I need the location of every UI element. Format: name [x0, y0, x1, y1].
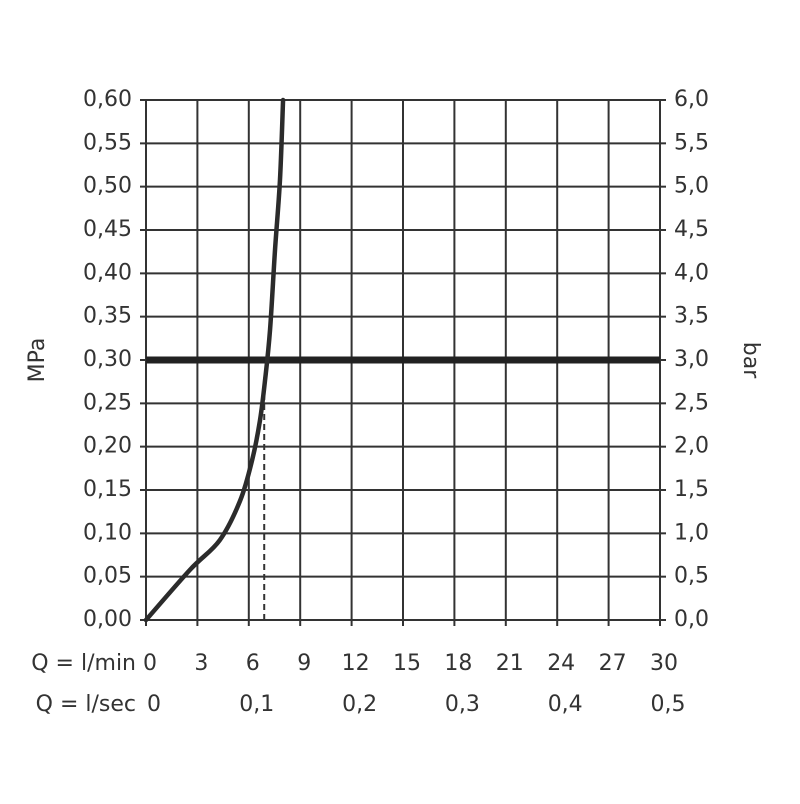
- curve: [143, 97, 286, 623]
- x2-tick-label: 0,5: [651, 692, 686, 717]
- x-tick-label: 18: [444, 651, 472, 676]
- y2-tick-label: 3,0: [674, 347, 709, 372]
- x2-tick-label: 0,1: [239, 692, 274, 717]
- y2-tick-label: 2,5: [674, 390, 709, 415]
- y2-tick-label: 5,0: [674, 174, 709, 199]
- y-tick-label: 0,40: [83, 260, 132, 285]
- x2-tick-label: 0,2: [342, 692, 377, 717]
- x-tick-label: 15: [393, 651, 421, 676]
- y-tick-label: 0,25: [83, 390, 132, 415]
- y-tick-label: 0,35: [83, 304, 132, 329]
- y-axis-label: MPa: [25, 338, 50, 383]
- y-tick-label: 0,50: [83, 174, 132, 199]
- y-tick-label: 0,00: [83, 607, 132, 632]
- x-tick-label: 6: [246, 651, 260, 676]
- x2-tick-label: 0: [147, 692, 161, 717]
- y-tick-label: 0,60: [83, 87, 132, 112]
- y-tick-label: 0,10: [83, 520, 132, 545]
- y2-tick-label: 5,5: [674, 130, 709, 155]
- x-tick-label: 3: [194, 651, 208, 676]
- y-tick-label: 0,20: [83, 434, 132, 459]
- y-tick-label: 0,05: [83, 564, 132, 589]
- y-tick-label: 0,55: [83, 130, 132, 155]
- y2-tick-label: 0,0: [674, 607, 709, 632]
- x-tick-label: 30: [650, 651, 678, 676]
- x-tick-label: 0: [143, 651, 157, 676]
- y2-tick-label: 2,0: [674, 434, 709, 459]
- x-tick-label: 24: [547, 651, 575, 676]
- x-tick-label: 12: [342, 651, 370, 676]
- x-tick-label: 21: [496, 651, 524, 676]
- y2-tick-label: 1,0: [674, 520, 709, 545]
- y-tick-label: 0,30: [83, 347, 132, 372]
- x-axis-label: Q = l/min: [31, 651, 136, 676]
- y2-tick-label: 3,5: [674, 304, 709, 329]
- y2-axis-label: bar: [738, 342, 763, 379]
- y-tick-label: 0,45: [83, 217, 132, 242]
- y2-tick-label: 6,0: [674, 87, 709, 112]
- y2-tick-label: 4,0: [674, 260, 709, 285]
- x2-axis-label: Q = l/sec: [36, 692, 136, 717]
- y2-tick-label: 0,5: [674, 564, 709, 589]
- y2-tick-label: 4,5: [674, 217, 709, 242]
- x-tick-label: 27: [599, 651, 627, 676]
- x2-tick-label: 0,3: [445, 692, 480, 717]
- x-tick-label: 9: [297, 651, 311, 676]
- y-tick-label: 0,15: [83, 477, 132, 502]
- x2-tick-label: 0,4: [548, 692, 583, 717]
- y2-tick-label: 1,5: [674, 477, 709, 502]
